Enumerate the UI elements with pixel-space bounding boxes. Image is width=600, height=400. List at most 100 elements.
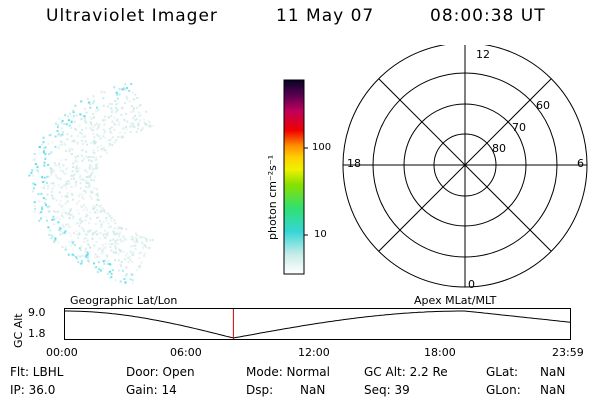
aurora-pixel — [54, 135, 57, 138]
aurora-pixel — [110, 107, 112, 110]
aurora-pixel — [59, 227, 62, 230]
aurora-pixel — [110, 272, 113, 275]
lat-label-60: 60 — [536, 99, 550, 112]
aurora-pixel — [85, 112, 88, 114]
aurora-pixel — [87, 186, 90, 189]
aurora-pixel — [97, 216, 100, 219]
aurora-pixel — [113, 123, 116, 125]
aurora-pixel — [84, 232, 87, 235]
aurora-pixel — [92, 204, 95, 207]
aurora-pixel — [57, 210, 60, 213]
aurora-pixel — [43, 164, 46, 167]
aurora-pixel — [140, 261, 143, 264]
gc-alt-axis-label: GC Alt — [12, 313, 25, 348]
aurora-pixel — [131, 273, 134, 276]
aurora-pixel — [137, 124, 140, 127]
aurora-pixel — [90, 160, 93, 163]
aurora-pixel — [100, 204, 103, 207]
aurora-pixel — [79, 187, 82, 190]
aurora-pixel — [121, 269, 124, 272]
aurora-pixel — [103, 236, 106, 239]
aurora-pixel — [43, 176, 46, 179]
aurora-pixel — [64, 158, 67, 161]
aurora-pixel — [120, 260, 123, 263]
aurora-pixel — [117, 101, 120, 104]
aurora-pixel — [87, 243, 90, 246]
y-min-label: 1.8 — [28, 327, 46, 340]
aurora-pixel — [120, 228, 123, 231]
aurora-pixel — [107, 116, 110, 119]
aurora-pixel — [70, 174, 73, 177]
aurora-pixel — [115, 251, 118, 254]
aurora-pixel — [93, 142, 96, 144]
aurora-pixel — [73, 160, 76, 163]
aurora-pixel — [90, 123, 93, 126]
aurora-pixel — [127, 261, 130, 264]
aurora-pixel — [82, 189, 85, 192]
aurora-pixel — [137, 123, 140, 126]
aurora-pixel — [95, 158, 98, 161]
aurora-pixel — [96, 209, 99, 211]
aurora-pixel — [87, 182, 90, 185]
aurora-pixel — [124, 254, 127, 257]
aurora-pixel — [59, 166, 62, 169]
aurora-pixel — [101, 244, 104, 247]
aurora-pixel — [84, 120, 87, 123]
aurora-pixel — [68, 232, 71, 235]
aurora-pixel — [75, 257, 78, 260]
aurora-pixel — [119, 250, 122, 252]
aurora-pixel — [122, 136, 125, 139]
aurora-pixel — [53, 223, 56, 226]
geographic-label: Geographic Lat/Lon — [70, 294, 178, 307]
aurora-pixel — [68, 124, 71, 127]
aurora-pixel — [132, 110, 135, 113]
aurora-pixel — [36, 163, 39, 166]
aurora-pixel — [96, 192, 99, 195]
aurora-pixel — [50, 173, 53, 176]
aurora-pixel — [82, 197, 85, 200]
aurora-pixel — [132, 281, 135, 284]
aurora-pixel — [120, 106, 123, 109]
aurora-pixel — [133, 107, 135, 110]
aurora-pixel — [42, 149, 45, 152]
aurora-pixel — [52, 169, 55, 172]
aurora-pixel — [117, 234, 120, 237]
aurora-pixel — [64, 113, 67, 116]
aurora-pixel — [112, 251, 115, 254]
aurora-pixel — [56, 130, 59, 132]
aurora-pixel — [95, 203, 98, 206]
aurora-pixel — [125, 266, 128, 269]
aurora-pixel — [68, 150, 71, 153]
aurora-pixel — [42, 136, 45, 139]
aurora-pixel — [89, 164, 92, 167]
aurora-pixel — [111, 109, 114, 112]
aurora-pixel — [59, 169, 62, 172]
aurora-pixel — [86, 98, 89, 101]
aurora-pixel — [65, 182, 68, 185]
aurora-pixel — [114, 124, 117, 127]
aurora-pixel — [80, 226, 83, 229]
aurora-pixel — [66, 192, 69, 194]
aurora-pixel — [84, 219, 87, 222]
aurora-pixel — [101, 250, 104, 252]
aurora-pixel — [70, 126, 73, 129]
aurora-pixel — [52, 182, 54, 185]
aurora-pixel — [96, 271, 99, 274]
aurora-pixel — [110, 111, 113, 114]
aurora-pixel — [73, 174, 76, 177]
aurora-pixel — [79, 262, 82, 265]
aurora-pixel — [138, 265, 140, 268]
aurora-pixel — [102, 135, 105, 138]
aurora-pixel — [118, 88, 121, 91]
aurora-pixel — [61, 170, 64, 173]
seq-info: Seq: 39 — [364, 383, 410, 397]
x-tick-2359: 23:59 — [552, 346, 584, 359]
aurora-pixel — [114, 100, 117, 102]
aurora-pixel — [44, 146, 47, 149]
aurora-pixel — [93, 143, 96, 146]
aurora-pixel — [58, 191, 61, 194]
aurora-pixel — [60, 141, 63, 144]
aurora-pixel — [51, 170, 54, 173]
aurora-pixel — [65, 180, 68, 183]
aurora-pixel — [92, 129, 95, 132]
